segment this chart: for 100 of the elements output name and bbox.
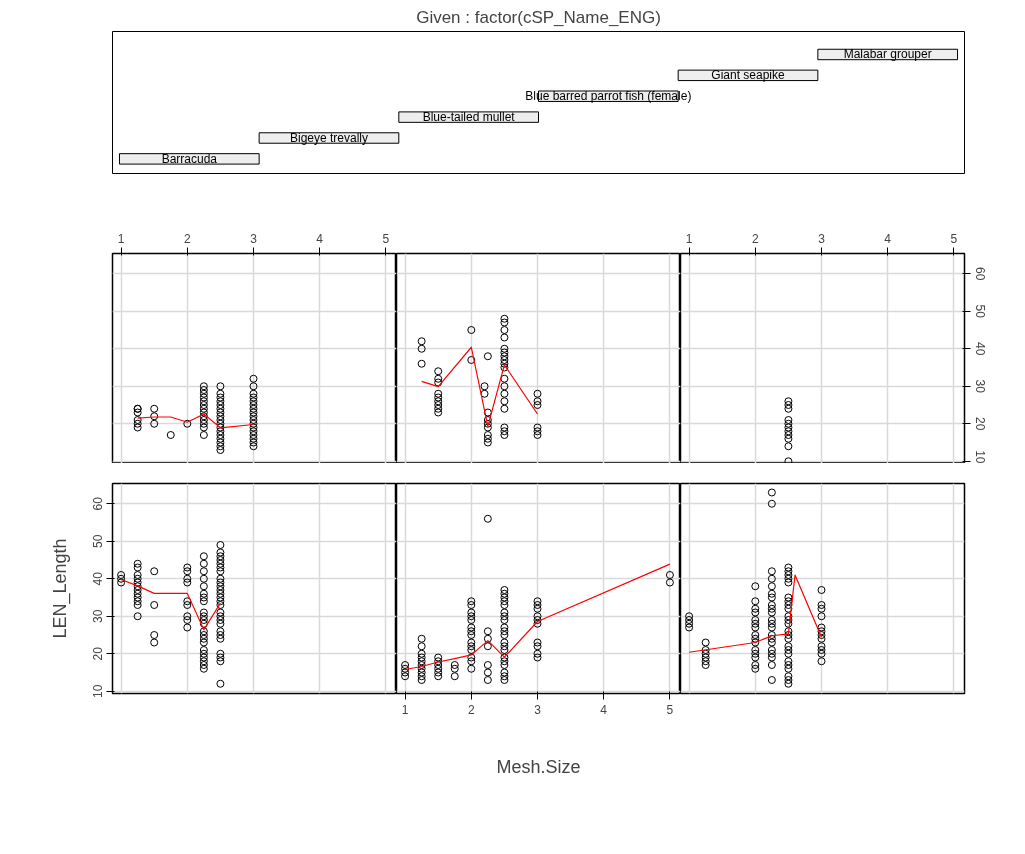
point (249, 423, 258, 432)
point (199, 408, 208, 417)
point (216, 412, 225, 421)
point (249, 393, 258, 402)
point (150, 404, 159, 413)
x-tick-label: 2 (183, 231, 191, 246)
point (199, 401, 208, 409)
point (249, 404, 258, 413)
x-tick-label: 5 (950, 231, 958, 246)
point (533, 431, 542, 439)
y-tick-label: 40 (972, 342, 987, 356)
point (500, 348, 509, 357)
point (249, 382, 258, 391)
point (784, 442, 793, 451)
point (216, 389, 225, 398)
point (500, 356, 509, 364)
point (500, 318, 509, 327)
point (199, 382, 208, 391)
y-tick-label: 50 (90, 534, 105, 548)
point (249, 427, 258, 436)
point (434, 401, 443, 409)
point (150, 412, 159, 421)
point (166, 431, 175, 439)
point (533, 423, 542, 432)
point (199, 393, 208, 402)
x-tick-label: 2 (751, 231, 759, 246)
point (483, 431, 492, 439)
point (500, 326, 509, 334)
x-tick-label: 5 (666, 702, 674, 717)
point (500, 423, 509, 432)
point (533, 427, 542, 436)
point (483, 423, 492, 432)
point (500, 344, 509, 353)
point (480, 389, 489, 398)
point (216, 442, 225, 451)
point (249, 442, 258, 451)
point (417, 337, 426, 346)
y-axis-title: LEN_Length (49, 538, 71, 639)
point (199, 389, 208, 398)
text: Given : factor(cSP_Name_ENG) (416, 7, 661, 27)
point (483, 352, 492, 361)
point (249, 419, 258, 428)
x-tick-label: 1 (117, 231, 125, 246)
point (500, 314, 509, 323)
point (784, 431, 793, 439)
point (500, 363, 509, 372)
y-tick-label: 30 (90, 609, 105, 623)
point (500, 431, 509, 439)
y-tick-label: 40 (90, 571, 105, 586)
point (500, 374, 509, 383)
x-tick-label: 2 (467, 702, 475, 717)
point (216, 423, 225, 432)
point (480, 382, 489, 391)
point (216, 419, 225, 428)
point (133, 416, 142, 424)
point (434, 404, 443, 413)
point (249, 401, 258, 409)
point (434, 389, 443, 398)
point (199, 416, 208, 424)
point (216, 401, 225, 409)
point (784, 401, 793, 409)
x-tick-label: 3 (250, 231, 258, 246)
point (249, 412, 258, 421)
point (216, 427, 225, 436)
point (500, 427, 509, 436)
point (500, 333, 509, 342)
point (434, 378, 443, 387)
point (417, 359, 426, 368)
point (784, 434, 793, 443)
point (249, 416, 258, 424)
point (434, 408, 443, 417)
y-tick-label: 20 (972, 417, 987, 431)
point (249, 438, 258, 447)
point (434, 397, 443, 406)
x-tick-label: 1 (401, 702, 409, 717)
point (216, 397, 225, 406)
point (216, 416, 225, 424)
point (483, 419, 492, 428)
point (216, 404, 225, 413)
point (199, 419, 208, 428)
point (434, 393, 443, 402)
point (199, 423, 208, 432)
point (500, 389, 509, 398)
line-series (120, 578, 222, 631)
text: Bigeye trevally (289, 131, 369, 145)
point (467, 326, 476, 334)
point (784, 416, 793, 424)
point (784, 404, 793, 413)
point (784, 427, 793, 436)
point (483, 408, 492, 417)
point (500, 359, 509, 368)
point (216, 434, 225, 443)
point (216, 446, 225, 454)
point (467, 356, 476, 364)
point (533, 397, 542, 406)
point (199, 431, 208, 439)
x-tick-label: 1 (685, 231, 693, 246)
point (249, 408, 258, 417)
x-tick-label: 4 (316, 231, 324, 246)
text: Blue-tailed mullet (422, 110, 516, 125)
